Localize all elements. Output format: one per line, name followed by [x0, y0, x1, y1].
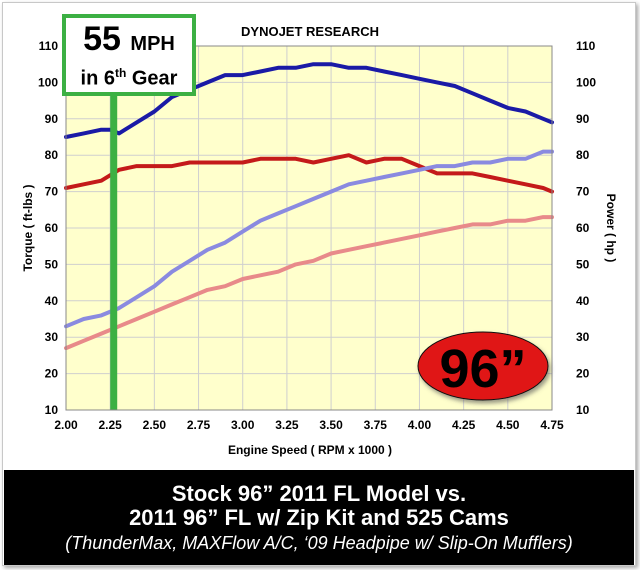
- y-tick-label-left: 70: [45, 185, 59, 199]
- x-tick-label: 3.25: [275, 418, 299, 432]
- x-tick-label: 2.25: [99, 418, 123, 432]
- y-axis-label-left: Torque ( ft-lbs ): [21, 184, 35, 271]
- y-axis-label-right: Power ( hp ): [604, 194, 618, 263]
- y-tick-label-left: 110: [39, 39, 59, 53]
- x-tick-label: 4.50: [496, 418, 520, 432]
- y-tick-label-left: 60: [45, 221, 59, 235]
- caption-line-3: (ThunderMax, MAXFlow A/C, ‘09 Headpipe w…: [65, 533, 573, 553]
- y-tick-label-left: 20: [45, 367, 59, 381]
- y-tick-label-left: 90: [45, 112, 59, 126]
- y-tick-label-left: 40: [45, 294, 59, 308]
- y-tick-label-right: 100: [576, 75, 596, 89]
- gear-suffix: Gear: [126, 67, 178, 90]
- series-power_mod: [64, 149, 554, 329]
- x-tick-label: 4.00: [408, 418, 432, 432]
- series-layer: [64, 62, 554, 351]
- x-axis-label: Engine Speed ( RPM x 1000 ): [228, 443, 392, 457]
- badge-label: 96”: [439, 339, 526, 399]
- speed-unit: MPH: [130, 33, 175, 55]
- chart-title: DYNOJET RESEARCH: [241, 24, 379, 39]
- speed-value: 55: [83, 20, 121, 58]
- x-tick-label: 3.50: [319, 418, 343, 432]
- series-power_stock: [64, 215, 554, 351]
- y-tick-label-right: 20: [576, 367, 590, 381]
- y-tick-label-right: 110: [576, 39, 596, 53]
- x-tick-label: 2.50: [143, 418, 167, 432]
- caption-line-1: Stock 96” 2011 FL Model vs.: [171, 481, 467, 506]
- caption-banner: Stock 96” 2011 FL Model vs. 2011 96” FL …: [4, 470, 634, 565]
- engine-size-badge: 96”: [417, 331, 549, 401]
- badge-ellipse: [417, 331, 549, 401]
- y-tick-label-left: 30: [45, 330, 59, 344]
- x-tick-label: 3.75: [364, 418, 388, 432]
- speed-callout: 55 MPH in 6th Gear: [62, 14, 196, 96]
- x-tick-label: 3.00: [231, 418, 255, 432]
- tick-labels: 2.00 2.25 2.50 2.75 3.00 3.25 3.50 3.75 4.00 4.25…: [38, 39, 596, 432]
- y-tick-label-left: 50: [45, 257, 59, 271]
- y-tick-label-left: 80: [45, 148, 59, 162]
- gear-line: in 6th Gear: [66, 62, 192, 90]
- y-tick-label-right: 60: [576, 221, 590, 235]
- y-tick-label-right: 40: [576, 294, 590, 308]
- series-torque_mod: [64, 62, 554, 139]
- gear-prefix: in 6: [80, 67, 115, 90]
- series-torque_stock: [64, 153, 554, 194]
- y-tick-label-left: 10: [45, 403, 59, 417]
- y-tick-label-right: 10: [576, 403, 590, 417]
- speed-value-line: 55 MPH: [66, 21, 192, 62]
- y-tick-label-right: 50: [576, 257, 590, 271]
- x-tick-label: 2.00: [54, 418, 78, 432]
- y-tick-label-right: 80: [576, 148, 590, 162]
- x-tick-label: 4.75: [540, 418, 564, 432]
- dyno-chart: 2.00 2.25 2.50 2.75 3.00 3.25 3.50 3.75 4.00 4.25…: [21, 24, 618, 457]
- x-tick-label: 2.75: [187, 418, 211, 432]
- caption-line-2: 2011 96” FL w/ Zip Kit and 525 Cams: [129, 505, 509, 530]
- plot-border: [65, 45, 553, 411]
- y-tick-label-left: 100: [38, 75, 58, 89]
- y-tick-label-right: 90: [576, 112, 590, 126]
- y-tick-label-right: 30: [576, 330, 590, 344]
- gear-sup: th: [114, 66, 127, 80]
- y-tick-label-right: 70: [576, 185, 590, 199]
- x-tick-label: 4.25: [452, 418, 476, 432]
